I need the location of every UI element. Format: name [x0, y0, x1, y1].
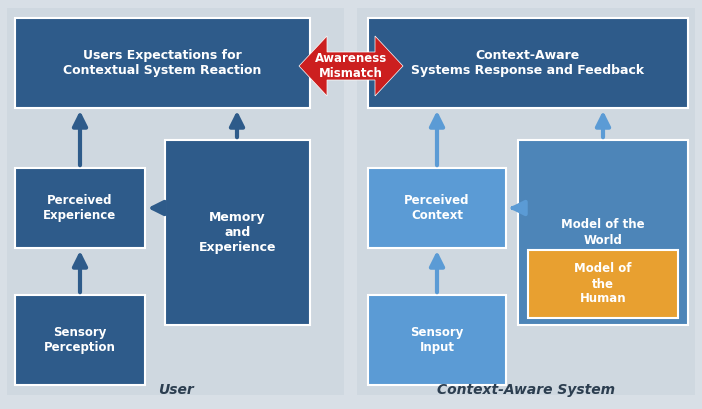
- Bar: [528, 250, 678, 318]
- Bar: [15, 168, 145, 248]
- Polygon shape: [299, 36, 403, 96]
- Bar: [15, 18, 310, 108]
- Bar: [15, 295, 145, 385]
- Text: Perceived
Experience: Perceived Experience: [44, 194, 117, 222]
- Bar: [7, 8, 344, 395]
- Bar: [368, 168, 506, 248]
- Text: Context-Aware
Systems Response and Feedback: Context-Aware Systems Response and Feedb…: [411, 49, 644, 77]
- Text: Context-Aware System: Context-Aware System: [437, 383, 615, 397]
- Bar: [518, 140, 688, 325]
- Bar: [357, 8, 695, 395]
- Text: Model of
the
Human: Model of the Human: [574, 263, 632, 306]
- Text: Sensory
Input: Sensory Input: [410, 326, 464, 354]
- Bar: [165, 140, 310, 325]
- Text: Model of the
World: Model of the World: [561, 218, 645, 247]
- Bar: [368, 18, 688, 108]
- Text: User: User: [158, 383, 194, 397]
- Text: Sensory
Perception: Sensory Perception: [44, 326, 116, 354]
- Text: Perceived
Context: Perceived Context: [404, 194, 470, 222]
- Text: Users Expectations for
Contextual System Reaction: Users Expectations for Contextual System…: [63, 49, 262, 77]
- Bar: [368, 295, 506, 385]
- Text: Memory
and
Experience: Memory and Experience: [199, 211, 277, 254]
- Text: Awareness
Mismatch: Awareness Mismatch: [315, 52, 387, 80]
